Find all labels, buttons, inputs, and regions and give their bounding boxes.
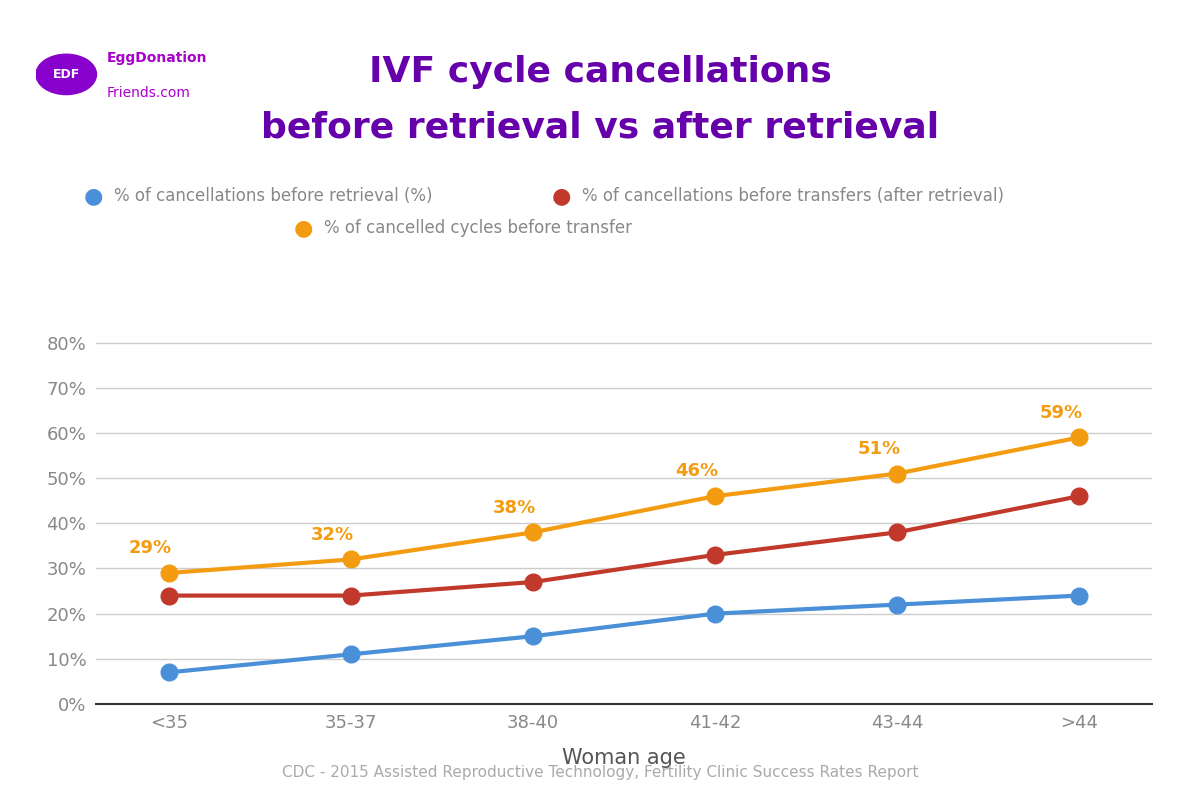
% of cancelled cycles before transfer xyxy=(890,469,905,478)
Text: 38%: 38% xyxy=(493,498,536,517)
% of cancellations before transfers (after retrieval) xyxy=(162,590,176,600)
% of cancelled cycles before transfer xyxy=(526,527,540,537)
Text: % of cancelled cycles before transfer: % of cancelled cycles before transfer xyxy=(324,219,632,237)
Text: ●: ● xyxy=(552,186,571,206)
% of cancelled cycles before transfer xyxy=(708,491,722,501)
Line: % of cancelled cycles before transfer: % of cancelled cycles before transfer xyxy=(161,429,1087,582)
% of cancellations before retrieval (%) xyxy=(526,631,540,641)
% of cancellations before retrieval (%) xyxy=(708,609,722,618)
% of cancellations before transfers (after retrieval) xyxy=(708,550,722,560)
% of cancellations before transfers (after retrieval) xyxy=(890,527,905,537)
Text: before retrieval vs after retrieval: before retrieval vs after retrieval xyxy=(260,111,940,145)
Text: ●: ● xyxy=(294,218,313,238)
% of cancellations before transfers (after retrieval) xyxy=(343,590,358,600)
Text: 51%: 51% xyxy=(857,440,900,458)
Text: 59%: 59% xyxy=(1039,404,1082,422)
Text: EDF: EDF xyxy=(53,68,80,81)
X-axis label: Woman age: Woman age xyxy=(562,748,686,768)
Text: Friends.com: Friends.com xyxy=(107,86,191,101)
% of cancelled cycles before transfer xyxy=(162,568,176,578)
% of cancelled cycles before transfer xyxy=(1072,433,1086,442)
% of cancellations before retrieval (%) xyxy=(890,600,905,610)
Text: EggDonation: EggDonation xyxy=(107,50,208,65)
% of cancellations before retrieval (%) xyxy=(162,667,176,677)
Circle shape xyxy=(36,54,96,94)
Text: 46%: 46% xyxy=(676,462,719,480)
% of cancellations before retrieval (%) xyxy=(343,650,358,659)
% of cancellations before transfers (after retrieval) xyxy=(526,578,540,587)
Text: ●: ● xyxy=(84,186,103,206)
% of cancelled cycles before transfer xyxy=(343,554,358,564)
Text: CDC - 2015 Assisted Reproductive Technology, Fertility Clinic Success Rates Repo: CDC - 2015 Assisted Reproductive Technol… xyxy=(282,765,918,780)
Text: 29%: 29% xyxy=(130,539,172,557)
% of cancellations before transfers (after retrieval) xyxy=(1072,491,1086,501)
Text: % of cancellations before transfers (after retrieval): % of cancellations before transfers (aft… xyxy=(582,187,1004,205)
Line: % of cancellations before transfers (after retrieval): % of cancellations before transfers (aft… xyxy=(161,488,1087,604)
% of cancellations before retrieval (%) xyxy=(1072,590,1086,600)
Text: 32%: 32% xyxy=(311,526,354,544)
Line: % of cancellations before retrieval (%): % of cancellations before retrieval (%) xyxy=(161,587,1087,681)
Text: % of cancellations before retrieval (%): % of cancellations before retrieval (%) xyxy=(114,187,432,205)
Text: IVF cycle cancellations: IVF cycle cancellations xyxy=(368,55,832,89)
